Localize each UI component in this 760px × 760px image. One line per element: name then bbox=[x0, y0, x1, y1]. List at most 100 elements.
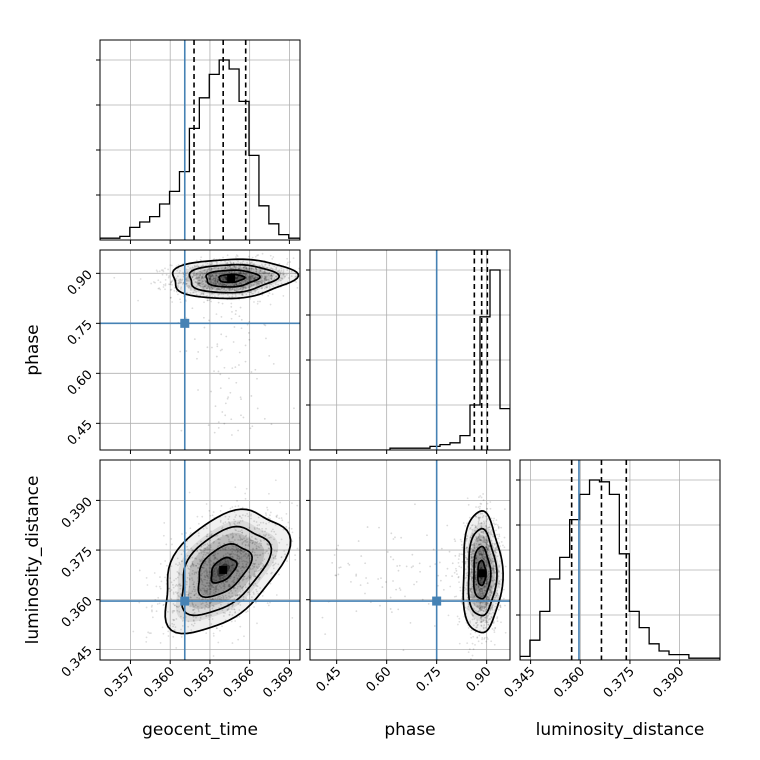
sample-point bbox=[209, 277, 211, 280]
sample-point bbox=[243, 537, 245, 540]
sample-point bbox=[465, 547, 468, 549]
sample-point bbox=[480, 581, 483, 584]
sample-point bbox=[209, 277, 211, 280]
sample-point bbox=[335, 548, 338, 551]
sample-point bbox=[249, 559, 251, 562]
sample-point bbox=[199, 559, 202, 562]
sample-point bbox=[247, 552, 250, 555]
sample-point bbox=[479, 552, 481, 555]
sample-point bbox=[175, 591, 177, 594]
sample-point bbox=[475, 621, 477, 624]
sample-point bbox=[488, 612, 491, 615]
sample-point bbox=[482, 536, 485, 539]
sample-point bbox=[193, 571, 196, 574]
xtick-label-luminosity-distance: 0.375 bbox=[601, 664, 638, 701]
sample-point bbox=[238, 557, 241, 560]
sample-point bbox=[485, 604, 488, 607]
sample-point bbox=[214, 279, 217, 282]
sample-point bbox=[206, 268, 209, 271]
sample-point bbox=[200, 286, 202, 288]
sample-point bbox=[177, 594, 180, 597]
sample-point bbox=[489, 584, 492, 587]
sample-point bbox=[471, 544, 473, 546]
sample-point bbox=[250, 517, 252, 520]
sample-point bbox=[281, 277, 284, 280]
sample-point bbox=[275, 268, 278, 270]
sample-point bbox=[172, 618, 175, 621]
sample-point bbox=[389, 556, 392, 558]
sample-point bbox=[237, 278, 240, 280]
sample-point bbox=[175, 290, 178, 293]
sample-point bbox=[223, 267, 226, 270]
sample-point bbox=[217, 575, 220, 578]
sample-point bbox=[204, 585, 207, 588]
sample-point bbox=[440, 547, 443, 550]
sample-point bbox=[213, 277, 216, 280]
sample-point bbox=[228, 287, 231, 290]
sample-point bbox=[206, 606, 209, 609]
sample-point bbox=[200, 607, 203, 609]
sample-point bbox=[224, 594, 227, 597]
sample-point bbox=[466, 497, 469, 500]
sample-point bbox=[200, 271, 203, 274]
sample-point bbox=[476, 621, 479, 624]
sample-point bbox=[221, 411, 224, 413]
sample-point bbox=[168, 624, 171, 627]
sample-point bbox=[197, 534, 200, 537]
sample-point bbox=[220, 287, 223, 290]
sample-point bbox=[227, 294, 229, 296]
sample-point bbox=[225, 279, 228, 282]
sample-point bbox=[249, 578, 252, 580]
sample-point bbox=[212, 605, 215, 608]
sample-point bbox=[205, 614, 208, 617]
sample-point bbox=[211, 598, 214, 600]
sample-point bbox=[230, 547, 233, 550]
sample-point bbox=[273, 265, 276, 268]
sample-point bbox=[175, 577, 177, 580]
sample-point bbox=[235, 265, 238, 268]
sample-point bbox=[239, 281, 242, 284]
sample-point bbox=[229, 507, 232, 510]
sample-point bbox=[258, 524, 261, 526]
sample-point bbox=[221, 594, 224, 597]
sample-point bbox=[465, 576, 468, 579]
sample-point bbox=[480, 496, 483, 499]
sample-point bbox=[242, 566, 245, 569]
sample-point bbox=[159, 288, 162, 291]
sample-point bbox=[274, 283, 277, 286]
sample-point bbox=[481, 592, 484, 595]
sample-point bbox=[479, 609, 481, 612]
sample-point bbox=[480, 625, 483, 627]
sample-point bbox=[207, 276, 210, 279]
sample-point bbox=[180, 560, 183, 562]
sample-point bbox=[257, 569, 260, 572]
sample-point bbox=[482, 493, 485, 495]
sample-point bbox=[479, 593, 482, 595]
sample-point bbox=[158, 602, 161, 605]
sample-point bbox=[197, 389, 199, 391]
sample-point bbox=[162, 270, 165, 273]
sample-point bbox=[229, 568, 232, 571]
sample-point bbox=[465, 539, 468, 542]
sample-point bbox=[193, 264, 196, 267]
sample-point bbox=[212, 277, 215, 280]
sample-point bbox=[242, 266, 245, 269]
sample-point bbox=[261, 287, 264, 290]
sample-point bbox=[499, 604, 502, 607]
sample-point bbox=[264, 512, 267, 515]
sample-point bbox=[490, 615, 493, 618]
sample-point bbox=[229, 261, 232, 264]
sample-point bbox=[212, 604, 214, 607]
sample-point bbox=[272, 556, 275, 559]
sample-point bbox=[487, 555, 490, 558]
sample-point bbox=[249, 261, 252, 264]
sample-point bbox=[244, 286, 247, 289]
sample-point bbox=[464, 525, 467, 527]
sample-point bbox=[217, 538, 220, 540]
sample-point bbox=[241, 531, 244, 534]
sample-point bbox=[209, 514, 212, 517]
sample-point bbox=[474, 576, 477, 579]
sample-point bbox=[251, 550, 254, 553]
density-peak bbox=[227, 274, 236, 283]
sample-point bbox=[195, 571, 197, 574]
